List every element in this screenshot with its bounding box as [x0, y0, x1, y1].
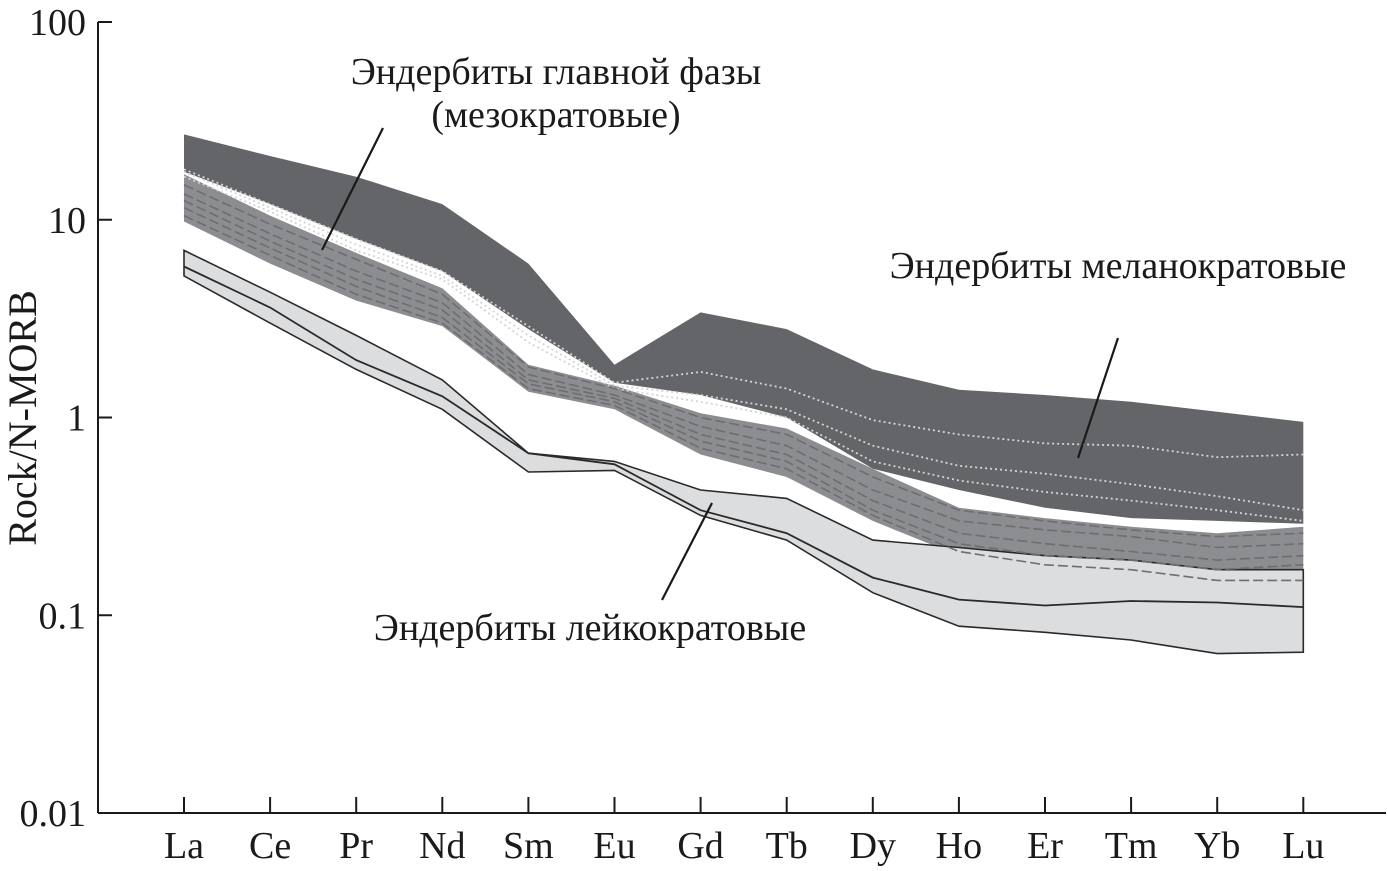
- series-line-3: [183, 175, 1304, 522]
- leader-line-leucocratic: [661, 502, 713, 601]
- annotation-mesocratic-line1: Эндербиты главной фазы: [351, 51, 762, 93]
- series-line-1: [183, 168, 1304, 459]
- series-line-6: [183, 199, 1304, 561]
- x-tick-label-Gd: Gd: [677, 825, 723, 867]
- x-tick-label-Nd: Nd: [419, 825, 465, 867]
- series-line-7: [183, 206, 1304, 571]
- series-line-4: [183, 184, 1304, 538]
- fields-layer: [183, 134, 1305, 655]
- x-tick-label-Yb: Yb: [1194, 825, 1240, 867]
- y-tick-label: 10: [48, 200, 86, 242]
- annotation-leucocratic: Эндербиты лейкократовые: [374, 607, 806, 649]
- leader-line-mesocratic: [321, 127, 384, 251]
- field-mesocratic: [184, 174, 1304, 593]
- x-tick-label-Tm: Tm: [1105, 825, 1158, 867]
- x-tick-label-Ce: Ce: [249, 825, 291, 867]
- y-ticks: 100 10 1 0.1 0.01: [20, 2, 112, 835]
- y-tick-label: 0.01: [20, 793, 87, 835]
- leader-line-melanocratic: [1076, 337, 1120, 459]
- series-line-9: [183, 265, 1304, 608]
- x-tick-label-Er: Er: [1027, 825, 1063, 867]
- x-ticks: La Ce Pr Nd Sm Eu Gd Tb Dy Ho Er Tm Yb Lu: [164, 797, 1324, 867]
- series-layer: [183, 168, 1304, 608]
- annotation-melanocratic: Эндербиты меланократовые: [890, 245, 1347, 287]
- y-axis-title: Rock/N-MORB: [0, 290, 45, 546]
- annotations-layer: Эндербиты главной фазы (мезократовые) Эн…: [321, 51, 1347, 649]
- field-melanocratic: [184, 134, 1304, 524]
- series-line-8: [183, 214, 1304, 582]
- y-tick-label: 1: [67, 398, 86, 440]
- x-tick-label-Dy: Dy: [850, 825, 896, 867]
- series-line-5: [183, 193, 1304, 549]
- x-tick-label-Sm: Sm: [503, 825, 554, 867]
- annotation-mesocratic-line2: (мезократовые): [431, 94, 680, 136]
- x-tick-label-Ho: Ho: [936, 825, 982, 867]
- x-tick-label-La: La: [164, 825, 204, 867]
- x-tick-label-Tb: Tb: [766, 825, 808, 867]
- field-leucocratic: [183, 249, 1305, 655]
- y-tick-label: 100: [29, 2, 86, 44]
- x-tick-label-Pr: Pr: [339, 825, 373, 867]
- y-tick-label: 0.1: [39, 595, 87, 637]
- x-tick-label-Lu: Lu: [1282, 825, 1324, 867]
- x-tick-label-Eu: Eu: [593, 825, 635, 867]
